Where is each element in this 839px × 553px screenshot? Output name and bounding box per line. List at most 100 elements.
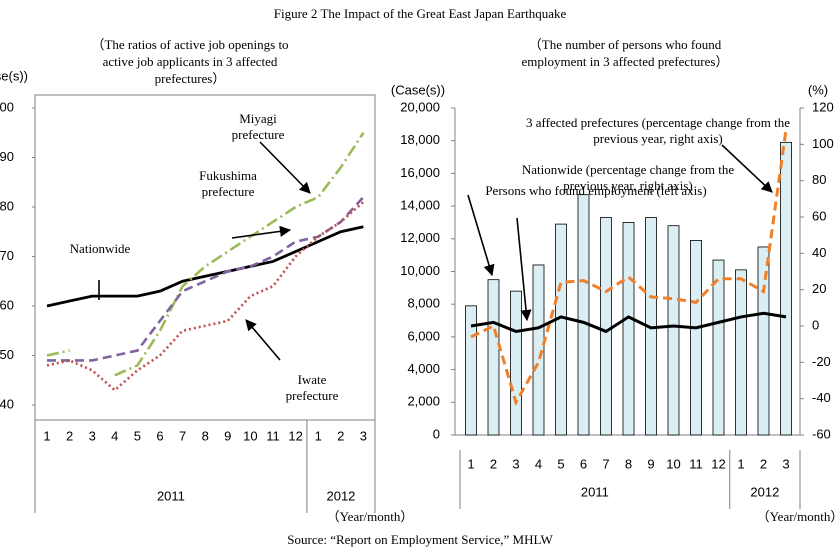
bar [712, 259, 725, 436]
year-label: 2011 [157, 488, 185, 503]
x-tick-label: 4 [111, 428, 118, 443]
series-label: Persons who found employment (left axis) [485, 183, 706, 198]
x-tick-label: 11 [689, 456, 703, 471]
y2-tick-label: 0 [812, 317, 819, 332]
y2-tick-label: 100 [812, 136, 834, 151]
x-tick-label: 11 [266, 428, 280, 443]
arrow [516, 217, 532, 322]
year-label: 2012 [326, 488, 355, 503]
x-tick-label: 6 [156, 428, 163, 443]
chart-title: Figure 2 The Impact of the Great East Ja… [274, 6, 567, 21]
y2-tick-label: -40 [812, 390, 831, 405]
bar [690, 240, 702, 436]
series-label: Iwate [298, 372, 327, 387]
x-tick-label: 3 [782, 456, 789, 471]
subtitle: active job applicants in 3 affected [103, 54, 278, 69]
x-tick-label: 8 [202, 428, 209, 443]
x-tick-label: 8 [625, 456, 632, 471]
y-tick-label: 14,000 [400, 198, 440, 213]
x-tick-label: 10 [243, 428, 257, 443]
y-tick-label: 0.70 [0, 248, 14, 263]
series-label: prefecture [202, 184, 255, 199]
x-tick-label: 4 [535, 456, 542, 471]
x-tick-label: 7 [179, 428, 186, 443]
y2-tick-label: -60 [812, 426, 831, 441]
y-tick-label: 8,000 [407, 296, 440, 311]
y-tick-label: 0.40 [0, 396, 14, 411]
x-tick-label: 2 [490, 456, 497, 471]
x-tick-label: 7 [602, 456, 609, 471]
series-line [46, 201, 365, 392]
subtitle: （The ratios of active job openings to [91, 37, 288, 52]
y-axis-label: (Case(s)) [0, 68, 28, 83]
arrows [98, 141, 773, 361]
x-tick-label: 5 [134, 428, 141, 443]
x-tick-label: 3 [512, 456, 519, 471]
arrow [259, 141, 311, 194]
bar [487, 279, 500, 436]
y-tick-label: 0 [433, 426, 440, 441]
x-tick-label: 2 [760, 456, 767, 471]
y-tick-label: 4,000 [407, 361, 440, 376]
subtitle: employment in 3 affected prefectures） [522, 54, 729, 69]
bar [735, 269, 747, 436]
bar [622, 222, 635, 436]
x-axis-label: （Year/month） [757, 509, 839, 524]
year-label: 2012 [750, 484, 779, 499]
y2-tick-label: 120 [812, 99, 834, 114]
plot-frame [34, 94, 376, 421]
series-label: Nationwide (percentage change from the [522, 162, 734, 177]
bar [667, 225, 680, 436]
x-tick-label: 10 [666, 456, 680, 471]
series-line [470, 129, 788, 407]
x-tick-label: 12 [711, 456, 725, 471]
y-tick-label: 10,000 [400, 263, 440, 278]
y-tick-label: 12,000 [400, 230, 440, 245]
series-label: Miyagi [239, 111, 277, 126]
x-tick-label: 3 [360, 428, 367, 443]
y2-tick-label: 80 [812, 172, 826, 187]
y-tick-label: 0.50 [0, 347, 14, 362]
subtitle: prefectures） [155, 71, 226, 86]
x-axis-label: （Year/month） [327, 509, 414, 524]
bar [510, 290, 522, 436]
series-label: previous year, right axis) [563, 178, 692, 193]
arrow [467, 194, 495, 277]
x-tick-label: 1 [737, 456, 744, 471]
y-tick-label: 0.60 [0, 297, 14, 312]
y2-tick-label: 40 [812, 245, 826, 260]
arrow [721, 144, 773, 193]
series-label: 3 affected prefectures (percentage chang… [526, 115, 790, 130]
y-tick-label: 0.80 [0, 198, 14, 213]
series-label: previous year, right axis) [593, 131, 722, 146]
bar [555, 223, 567, 436]
subtitle: （The number of persons who found [529, 37, 722, 52]
x-tick-label: 2 [66, 428, 73, 443]
series-line [46, 349, 70, 357]
y-tick-label: 20,000 [400, 99, 440, 114]
x-tick-label: 3 [89, 428, 96, 443]
x-tick-label: 1 [467, 456, 474, 471]
series-line [47, 196, 365, 362]
bar [780, 141, 792, 436]
x-tick-label: 1 [43, 428, 50, 443]
year-label: 2011 [581, 484, 609, 499]
y-tick-label: 1.00 [0, 99, 14, 114]
arrow [231, 225, 292, 239]
arrow [245, 319, 281, 361]
x-tick-label: 2 [337, 428, 344, 443]
bar [532, 264, 545, 436]
y-axis-label: (Case(s)) [391, 82, 445, 97]
bar [465, 305, 477, 436]
series-label: Nationwide [70, 241, 131, 256]
x-tick-label: 9 [647, 456, 654, 471]
x-tick-label: 1 [315, 428, 322, 443]
x-tick-label: 5 [557, 456, 564, 471]
x-tick-label: 9 [224, 428, 231, 443]
x-tick-label: 6 [580, 456, 587, 471]
y-tick-label: 0.90 [0, 149, 14, 164]
y-tick-label: 16,000 [400, 165, 440, 180]
series-label: prefecture [286, 388, 339, 403]
y-tick-label: 18,000 [400, 132, 440, 147]
